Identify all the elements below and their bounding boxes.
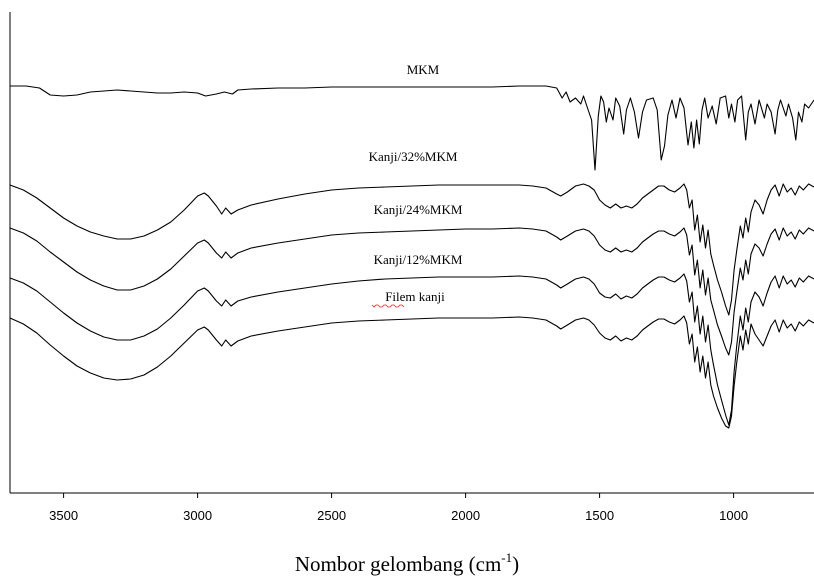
series-label-4: Filem kanji	[385, 289, 445, 304]
x-tick-label: 3000	[183, 508, 212, 523]
x-tick-label: 3500	[49, 508, 78, 523]
x-tick-label: 2500	[317, 508, 346, 523]
spellcheck-squiggle	[371, 304, 405, 308]
series-line-1	[9, 183, 814, 316]
plot-area: 3500 3000 2500 2000 1500 1000 MKM Kanji/32%MKM…	[9, 12, 814, 523]
series-line-2	[9, 227, 814, 356]
series-line-0	[10, 85, 814, 171]
x-tick-label: 1500	[585, 508, 614, 523]
series-line-3	[9, 273, 814, 426]
series-label-2: Kanji/24%MKM	[374, 202, 463, 217]
series-label-3: Kanji/12%MKM	[374, 252, 463, 267]
x-tick-label: 1000	[719, 508, 748, 523]
x-tick-label: 2000	[451, 508, 480, 523]
spectra-series	[9, 85, 814, 429]
x-axis-title: Nombor gelombang (cm-1)	[295, 550, 519, 576]
series-label-0: MKM	[407, 62, 440, 77]
series-label-1: Kanji/32%MKM	[369, 149, 458, 164]
x-axis-ticks: 3500 3000 2500 2000 1500 1000	[49, 493, 748, 523]
series-line-4	[9, 315, 814, 429]
series-labels: MKM Kanji/32%MKM Kanji/24%MKM Kanji/12%MKM F…	[369, 62, 463, 308]
